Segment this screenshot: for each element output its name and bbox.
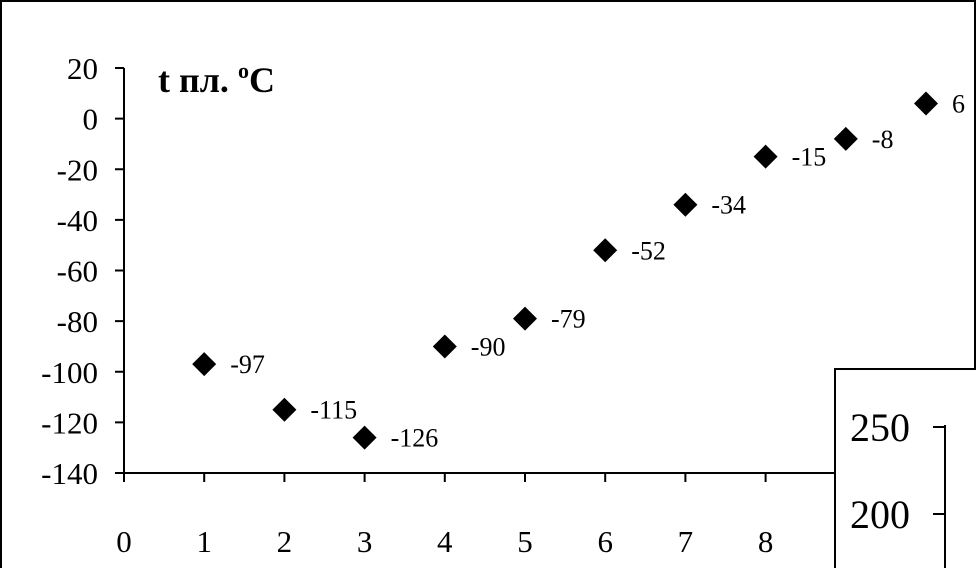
y-tick-label: -100 [41, 355, 98, 390]
x-tick-label: 8 [758, 524, 774, 559]
y-tick-label: -60 [57, 254, 98, 289]
inset-y-tick-label: 200 [850, 492, 910, 537]
data-label: -34 [711, 191, 746, 220]
x-tick-label: 4 [437, 524, 453, 559]
data-point [432, 334, 457, 359]
data-label: -90 [471, 332, 506, 361]
data-point [272, 397, 297, 422]
data-label: -79 [551, 305, 586, 334]
data-label: -115 [310, 396, 357, 425]
data-label: -8 [872, 125, 894, 154]
x-tick-label: 2 [277, 524, 293, 559]
data-label: -97 [230, 350, 265, 379]
y-tick-label: -20 [57, 152, 98, 187]
x-tick-label: 3 [357, 524, 373, 559]
y-tick-label: -40 [57, 203, 98, 238]
y-tick-label: 20 [67, 51, 98, 86]
x-tick-label: 5 [517, 524, 533, 559]
inset-chart: 250 200 [834, 368, 976, 573]
y-tick-label: 0 [83, 102, 99, 137]
data-point [593, 238, 618, 263]
chart-title-degree: o [238, 58, 249, 83]
x-tick-label: 7 [678, 524, 694, 559]
x-tick-label: 1 [196, 524, 212, 559]
data-point [833, 126, 858, 151]
x-tick-label: 6 [597, 524, 613, 559]
data-point [352, 425, 377, 450]
data-point [673, 192, 698, 217]
data-point [753, 144, 778, 169]
data-point [192, 352, 217, 377]
inset-y-tick-label: 250 [850, 405, 910, 450]
x-tick-label: 0 [116, 524, 132, 559]
inset-frame [834, 368, 976, 573]
y-tick-label: -80 [57, 304, 98, 339]
chart-title-unit: C [249, 60, 275, 100]
chart-title-text: t пл. [158, 60, 238, 100]
data-label: -15 [792, 143, 827, 172]
data-label: -52 [631, 236, 666, 265]
data-point [914, 91, 938, 116]
data-label: 6 [952, 89, 965, 118]
data-point [513, 306, 537, 331]
y-tick-label: -140 [41, 456, 98, 491]
chart-title: t пл. oC [158, 58, 275, 100]
y-tick-label: -120 [41, 405, 98, 440]
data-label: -126 [391, 424, 439, 453]
